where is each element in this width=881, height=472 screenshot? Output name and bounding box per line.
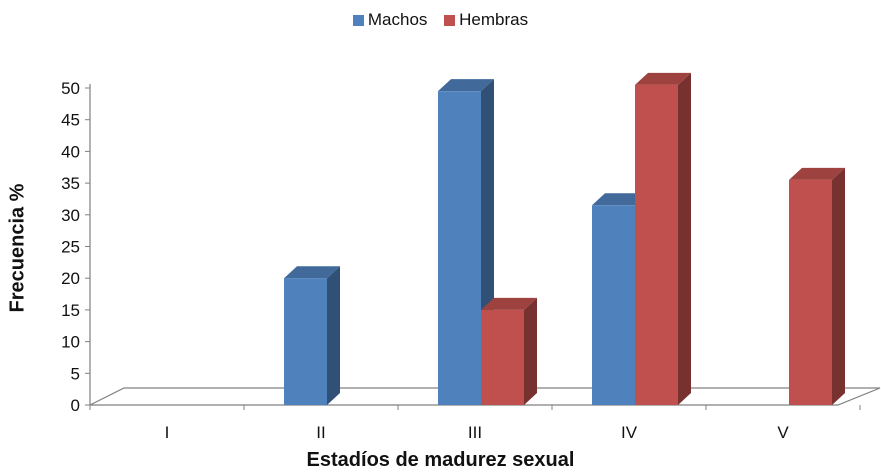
y-tick-label: 15 bbox=[61, 301, 80, 320]
legend-swatch-machos bbox=[352, 14, 364, 26]
bar-hembras-III bbox=[481, 297, 537, 405]
y-tick-label: 40 bbox=[61, 142, 80, 161]
y-tick-label: 25 bbox=[61, 238, 80, 257]
y-tick-label: 0 bbox=[71, 396, 80, 415]
x-tick-label: I bbox=[165, 423, 170, 442]
y-axis-title: Frecuencia % bbox=[6, 183, 29, 313]
y-tick-label: 45 bbox=[61, 111, 80, 130]
x-axis-title: Estadíos de madurez sexual bbox=[306, 449, 575, 471]
legend-item-machos: Machos bbox=[352, 10, 428, 30]
y-tick-label: 30 bbox=[61, 206, 80, 225]
bar-machos-III bbox=[438, 79, 494, 406]
y-tick-label: 35 bbox=[61, 174, 80, 193]
legend-item-hembras: Hembras bbox=[444, 10, 528, 30]
bar-machos-II bbox=[284, 266, 340, 405]
legend-label-hembras: Hembras bbox=[459, 10, 529, 29]
bar-hembras-IV bbox=[635, 72, 691, 405]
y-tick-label: 10 bbox=[61, 333, 80, 352]
legend-label-machos: Machos bbox=[367, 10, 428, 29]
legend: Machos Hembras bbox=[0, 10, 881, 31]
legend-swatch-hembras bbox=[444, 14, 456, 26]
x-tick-label: II bbox=[316, 423, 325, 442]
x-tick-label: IV bbox=[621, 423, 638, 442]
y-tick-label: 50 bbox=[61, 79, 80, 98]
y-tick-label: 20 bbox=[61, 269, 80, 288]
x-tick-label: V bbox=[777, 423, 789, 442]
x-tick-label: III bbox=[468, 423, 482, 442]
y-tick-label: 5 bbox=[71, 364, 80, 383]
bar-hembras-V bbox=[789, 167, 845, 405]
